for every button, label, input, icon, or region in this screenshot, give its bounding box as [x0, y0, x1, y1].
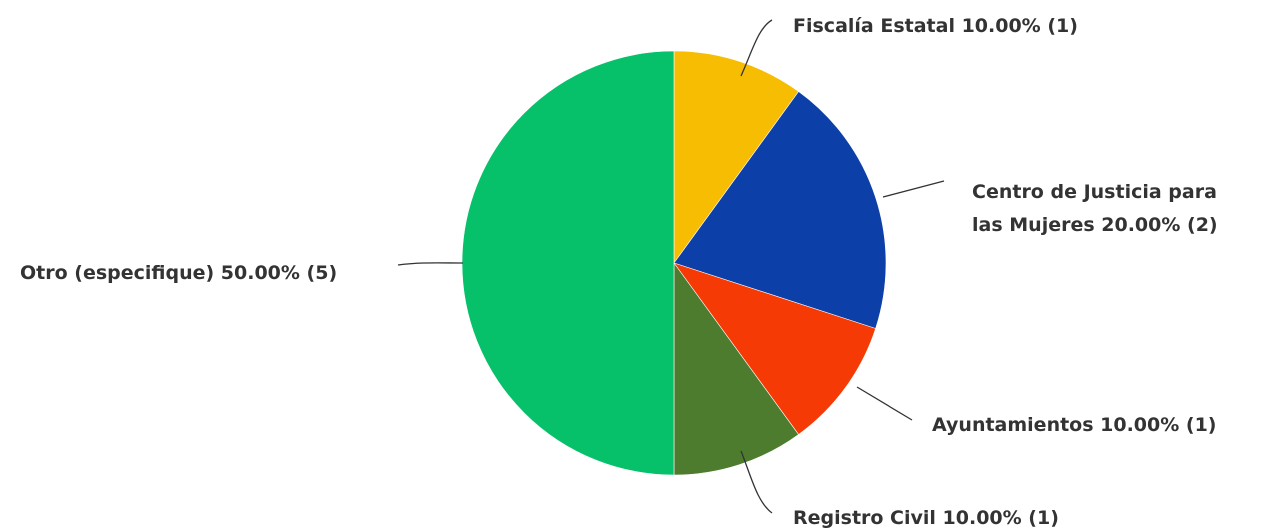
leader-line-otro-especifique — [397, 262, 464, 266]
pie-slice-registro-civil — [673, 262, 800, 476]
slice-label-centro-de-justicia-para-las-mujeres-line-1: Centro de Justicia para — [972, 181, 1217, 203]
leader-line-registro-civil — [740, 450, 773, 514]
slice-label-centro-de-justicia-para-las-mujeres-line-2: las Mujeres 20.00% (2) — [972, 214, 1218, 236]
slice-label-registro-civil: Registro Civil 10.00% (1) — [793, 507, 1059, 529]
pie-slice-fiscalia-estatal — [673, 50, 800, 264]
leader-line-ayuntamientos — [856, 386, 913, 421]
pie-slice-otro-especifique — [461, 50, 675, 476]
leader-line-fiscalia-estatal — [740, 19, 773, 77]
pie-slices — [461, 50, 887, 476]
leader-lines — [397, 19, 945, 514]
slice-label-fiscalia-estatal: Fiscalía Estatal 10.00% (1) — [793, 15, 1078, 37]
slice-label-ayuntamientos: Ayuntamientos 10.00% (1) — [932, 414, 1217, 436]
pie-slice-centro-de-justicia-para-las-mujeres — [673, 91, 887, 329]
pie-slice-ayuntamientos — [673, 262, 877, 435]
slice-label-otro-especifique: Otro (especifique) 50.00% (5) — [20, 262, 337, 284]
slice-labels: Fiscalía Estatal 10.00% (1) Centro de Jus… — [20, 15, 1218, 529]
leader-line-centro-de-justicia-para-las-mujeres — [882, 180, 945, 198]
